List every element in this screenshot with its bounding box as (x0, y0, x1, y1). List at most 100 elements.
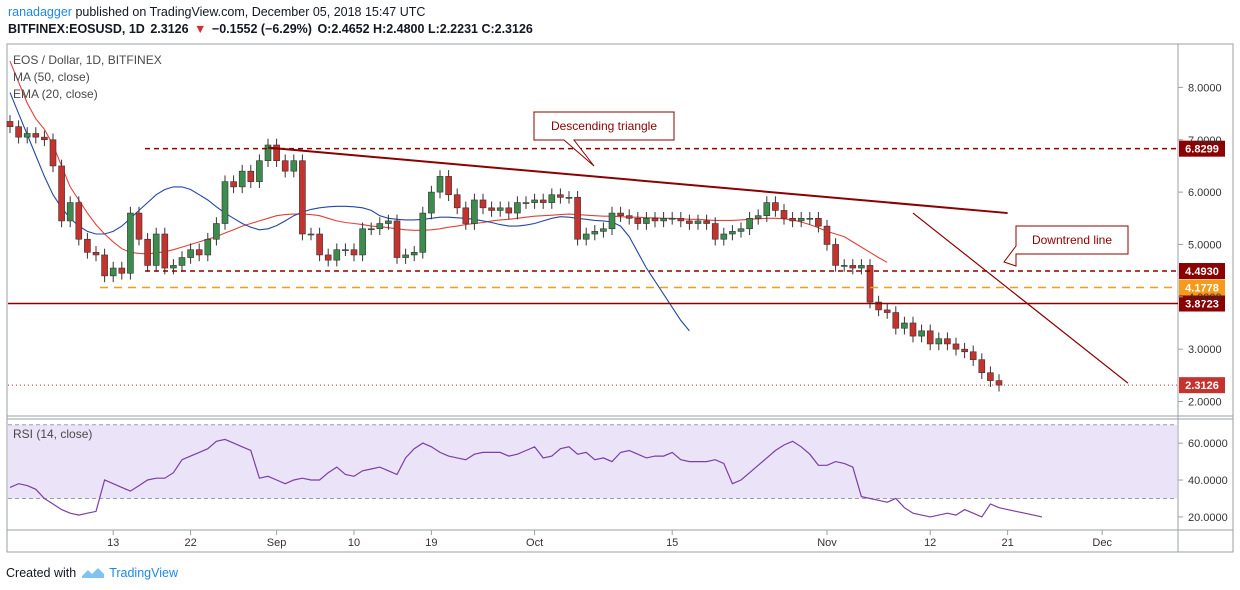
candle-body (703, 220, 710, 224)
rsi-line (9, 438, 1043, 518)
price-label-box (1179, 279, 1225, 296)
candle-body (806, 217, 814, 220)
price-tick-label: 2.0000 (1188, 397, 1222, 409)
down-arrow-icon: ▼ (194, 22, 207, 36)
candle-body (230, 181, 237, 188)
time-tick-label: 12 (924, 537, 936, 549)
symbol-label: BITFINEX:EOSUSD, 1D (8, 22, 145, 36)
candle-body (987, 372, 994, 381)
candle-body (273, 144, 280, 162)
candle-body (84, 238, 91, 253)
candle-body (780, 210, 788, 219)
publish-info: ranadagger published on TradingView.com,… (8, 5, 425, 19)
candle-body (445, 176, 452, 196)
candle-body (419, 212, 427, 253)
candle-body (892, 312, 900, 329)
last-price: 2.3126 (150, 22, 189, 36)
candle-body (152, 233, 160, 266)
candle-body (471, 199, 478, 224)
callout-box (1003, 225, 1129, 267)
candle-body (402, 254, 409, 258)
candle-body (109, 267, 117, 277)
candle-body (32, 133, 40, 138)
candle-body (625, 215, 633, 219)
price-tick-label: 7.0000 (1188, 135, 1222, 147)
price-tick-label: 8.0000 (1188, 82, 1222, 94)
callout-text: Descending triangle (551, 119, 657, 133)
candle-body (6, 121, 14, 127)
candle-body (935, 338, 943, 345)
rsi-legend: RSI (14, close) (13, 427, 93, 441)
candle-body (213, 223, 220, 240)
candle-body (342, 249, 349, 252)
candle-body (290, 160, 298, 172)
price-change: −0.1552 (−6.29%) (211, 22, 312, 36)
price-label-text: 6.8299 (1185, 144, 1219, 156)
candle-body (789, 217, 796, 222)
price-tick-label: 5.0000 (1188, 239, 1222, 251)
price-tick-label: 4.0000 (1188, 292, 1222, 304)
candle-body (178, 257, 186, 266)
candle-body (634, 217, 642, 224)
chart-title: EOS / Dollar, 1D, BITFINEX (13, 53, 162, 67)
time-tick-label: 22 (184, 537, 196, 549)
candle-body (729, 231, 736, 235)
candle-body (514, 202, 521, 214)
candle-body (651, 217, 659, 222)
candle-body (333, 249, 341, 261)
tradingview-link[interactable]: TradingView (109, 566, 178, 580)
published-text: published on TradingView.com, December 0… (75, 5, 426, 19)
chart-frame (6, 43, 1234, 553)
candle-body (462, 207, 470, 224)
candle-body (238, 170, 246, 188)
candle-body (75, 202, 83, 240)
candle-body (823, 225, 831, 245)
candle-body (677, 217, 685, 222)
price-label-box (1179, 263, 1225, 280)
candle-body (144, 238, 151, 266)
author-link[interactable]: ranadagger (8, 5, 72, 19)
rsi-tick-label: 40.0000 (1188, 475, 1228, 487)
price-label-box (1179, 295, 1225, 312)
candle-body (66, 202, 74, 222)
candle-body (359, 228, 366, 256)
candle-body (961, 348, 968, 353)
candle-body (247, 170, 255, 182)
candle-body (617, 212, 624, 216)
candle-body (858, 265, 865, 269)
candle-body (385, 220, 392, 224)
candle-body (410, 252, 418, 256)
candle-body (264, 144, 272, 162)
candle-body (763, 202, 771, 216)
candle-body (204, 238, 212, 256)
candle-body (58, 165, 65, 222)
price-label-text: 4.1778 (1185, 283, 1219, 295)
time-tick-label: 15 (666, 537, 678, 549)
candle-body (901, 322, 908, 329)
candle-body (574, 197, 581, 240)
ema-legend: EMA (20, close) (13, 87, 98, 101)
time-tick-label: Oct (526, 537, 543, 549)
candle-body (944, 338, 951, 345)
time-tick-label: Nov (817, 537, 837, 549)
ma-legend: MA (50, close) (13, 70, 90, 84)
price-tick-label: 3.0000 (1188, 344, 1222, 356)
candle-body (436, 176, 444, 193)
candle-body (15, 126, 22, 138)
time-tick-label: Dec (1092, 537, 1112, 549)
candle-body (376, 223, 384, 230)
candle-body (840, 265, 848, 267)
time-tick-label: 13 (107, 537, 119, 549)
candle-body (582, 233, 590, 240)
price-chart[interactable]: 6.8299 4.4930 4.1778 3.8723 2.3126 Descending… (0, 0, 1240, 560)
callout-box (533, 111, 675, 167)
candle-body (832, 244, 839, 266)
candle-body (849, 265, 857, 269)
candle-body (548, 194, 556, 203)
candle-body (875, 301, 882, 311)
callout-text: Downtrend line (1032, 233, 1112, 247)
candle-body (195, 249, 203, 256)
candle-body (135, 212, 143, 240)
time-tick-label: 21 (1001, 537, 1013, 549)
triangle-top-trendline (267, 146, 1008, 215)
